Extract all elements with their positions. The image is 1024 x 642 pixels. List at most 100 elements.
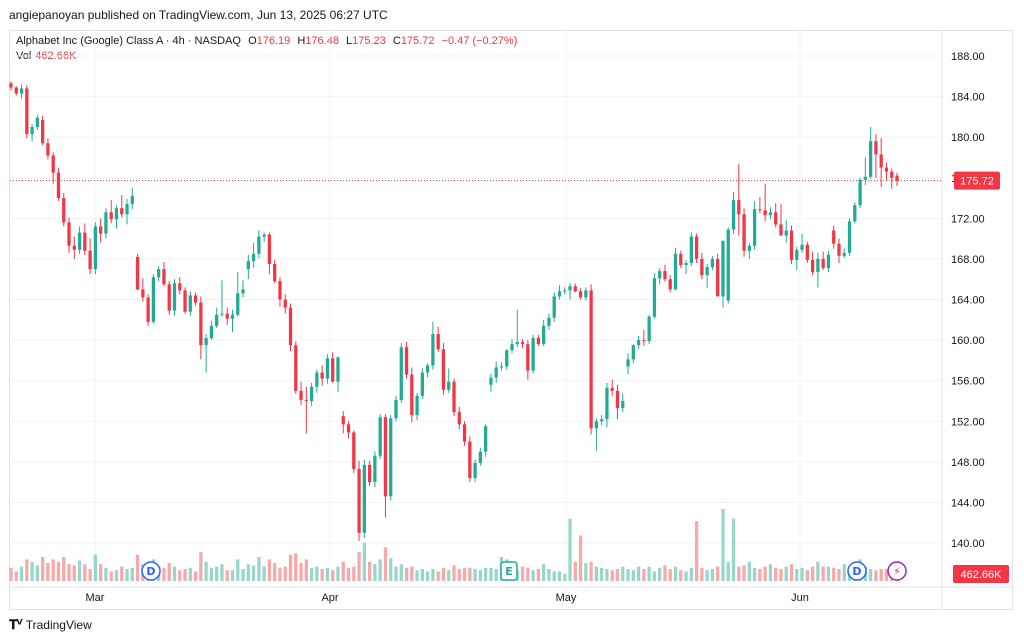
- volume-bar: [83, 564, 87, 581]
- volume-bar: [805, 570, 809, 581]
- candle-body: [589, 290, 593, 429]
- candle: [758, 197, 762, 214]
- candle: [14, 86, 18, 96]
- marker-label: ⚡: [893, 565, 901, 578]
- y-tick-label: 144.00: [951, 497, 985, 509]
- volume-bar: [367, 561, 372, 581]
- volume-bar: [542, 564, 546, 581]
- volume-bar: [320, 569, 324, 581]
- candle-body: [705, 267, 709, 276]
- y-tick-label: 188.00: [951, 51, 985, 63]
- candle-body: [93, 226, 98, 270]
- candle: [890, 168, 894, 189]
- dividend-marker[interactable]: D: [141, 561, 161, 581]
- volume-bar: [552, 571, 556, 581]
- candle: [536, 335, 541, 347]
- candle-body: [631, 345, 635, 360]
- candle-body: [146, 297, 150, 322]
- candle-body: [605, 387, 609, 420]
- volume-bar: [520, 566, 525, 581]
- candle-body: [694, 236, 699, 259]
- y-tick-label: 156.00: [951, 376, 985, 388]
- candle: [526, 340, 530, 380]
- candle-body: [731, 200, 736, 230]
- x-tick-label: Mar: [86, 592, 105, 604]
- volume-bar: [489, 567, 493, 581]
- marker-label: D: [146, 565, 155, 578]
- candle-body: [431, 333, 435, 366]
- candle-body: [294, 345, 298, 391]
- candle: [373, 451, 377, 488]
- candle-body: [99, 226, 103, 234]
- candle-body: [346, 424, 351, 433]
- volume-bar: [457, 569, 461, 581]
- candle: [394, 395, 398, 422]
- volume-bar: [652, 571, 657, 581]
- y-tick-label: 184.00: [951, 92, 985, 104]
- volume-bar: [278, 567, 282, 581]
- event-marker[interactable]: ⚡: [887, 561, 907, 581]
- volume-bar: [747, 561, 751, 581]
- volume-bar: [378, 559, 382, 581]
- volume-bar: [299, 563, 303, 581]
- volume-bar: [431, 569, 435, 581]
- close-value: 175.72: [400, 35, 435, 47]
- volume-bar: [526, 567, 530, 581]
- candle-body: [816, 258, 820, 273]
- candle: [510, 339, 514, 354]
- volume-bar: [209, 567, 214, 581]
- candle-body: [309, 386, 314, 401]
- volume-bar: [468, 567, 472, 581]
- candle-body: [241, 289, 245, 294]
- candle: [884, 162, 889, 181]
- volume-bar: [547, 569, 551, 581]
- candle-body: [890, 171, 894, 178]
- volume-bar: [658, 567, 662, 581]
- candle: [309, 382, 314, 407]
- candle: [415, 392, 419, 421]
- candle: [679, 250, 683, 269]
- legend-price-row: Alphabet Inc (Google) Class A · 4h · NAS…: [16, 34, 517, 49]
- volume-bar: [673, 566, 678, 581]
- volume-bar: [700, 567, 704, 581]
- earnings-marker[interactable]: E: [500, 561, 518, 581]
- volume-bar: [589, 561, 593, 581]
- candle-body: [331, 358, 335, 382]
- candle-body: [779, 224, 783, 236]
- candle: [104, 208, 108, 239]
- candle-body: [320, 372, 324, 379]
- candle-body: [378, 417, 382, 456]
- volume-tag-label: 462.66K: [961, 569, 1003, 581]
- candle-body: [83, 232, 87, 251]
- tradingview-logo[interactable]: 𝐓ⱽ TradingView: [9, 617, 92, 633]
- close-label: C: [392, 35, 401, 47]
- candle-body: [88, 250, 92, 270]
- candle: [621, 393, 625, 413]
- volume-bar: [531, 570, 535, 581]
- volume-bar: [626, 569, 630, 581]
- volume-bar: [325, 567, 330, 581]
- candle: [816, 252, 820, 288]
- candle: [842, 248, 846, 258]
- dividend-marker[interactable]: D: [847, 561, 867, 581]
- volume-bar: [183, 569, 187, 581]
- candle-body: [542, 325, 546, 345]
- candle: [895, 172, 899, 186]
- candle-body: [536, 338, 541, 345]
- candle: [114, 205, 119, 229]
- symbol-title[interactable]: Alphabet Inc (Google) Class A · 4h · NAS…: [16, 35, 241, 47]
- candle-body: [473, 462, 477, 479]
- volume-bar: [478, 570, 483, 581]
- candle-body: [225, 313, 229, 319]
- candle-body: [478, 451, 483, 463]
- candle: [151, 274, 156, 324]
- candle-body: [288, 307, 293, 346]
- candle-body: [46, 143, 50, 156]
- candle-body: [135, 256, 140, 290]
- volume-bar: [884, 569, 889, 581]
- candle: [821, 251, 825, 271]
- candle: [88, 238, 92, 275]
- candle: [378, 414, 382, 459]
- volume-bar: [104, 567, 108, 581]
